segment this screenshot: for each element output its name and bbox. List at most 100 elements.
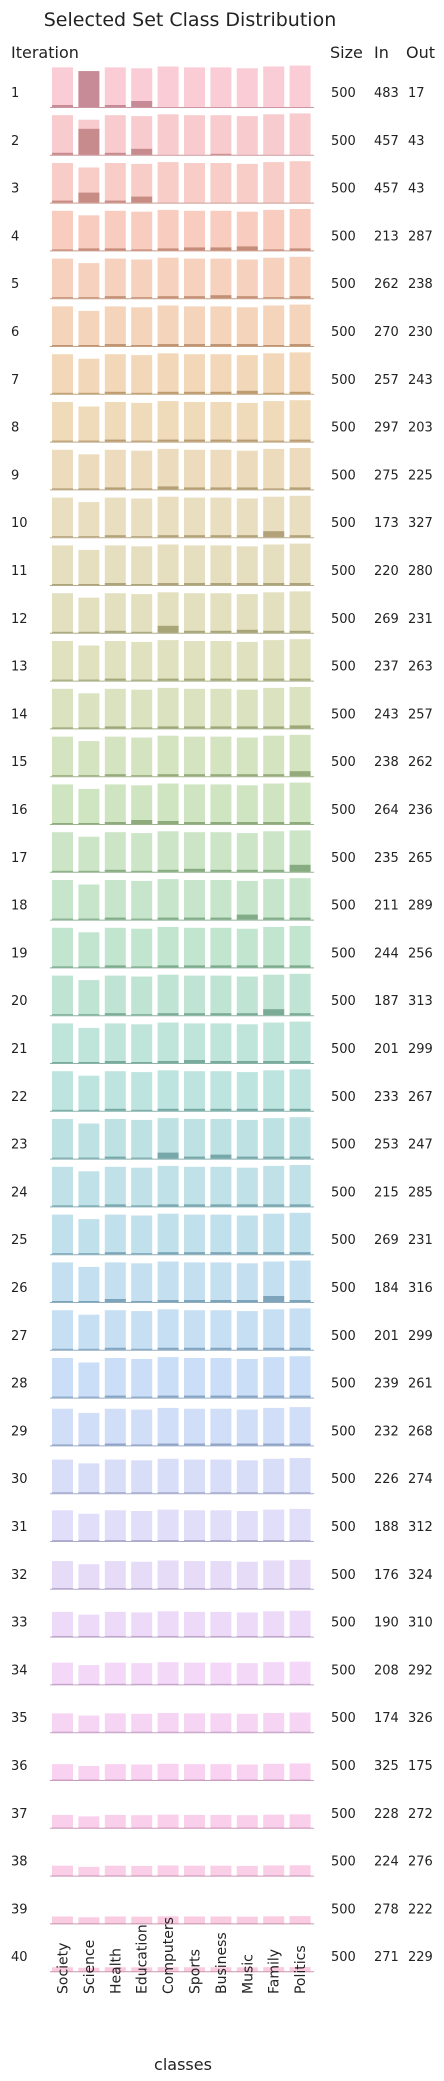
bar-selected: [184, 1492, 205, 1494]
bar-selected: [289, 535, 311, 538]
iteration-label: 22: [11, 1090, 28, 1105]
bar-selected: [184, 487, 205, 490]
iteration-row: 30 500 226 274: [11, 1458, 433, 1495]
bar-total: [289, 878, 311, 920]
bar-selected: [104, 344, 126, 346]
bar-selected: [157, 296, 179, 299]
bar-total: [184, 1814, 205, 1828]
bar-total: [210, 210, 232, 251]
bar-total: [104, 258, 126, 299]
bar-selected: [157, 439, 179, 442]
bar-total: [78, 693, 100, 729]
bar-total: [104, 593, 126, 633]
bar-selected: [210, 726, 232, 729]
bar-selected: [131, 1444, 153, 1446]
bar-total: [157, 209, 179, 251]
bar-total: [131, 1713, 153, 1733]
x-tick-labels: Society Science Health Education Computers Sp…: [56, 1917, 310, 1994]
bar-selected: [289, 1300, 311, 1302]
bar-total: [263, 735, 285, 777]
bar-total: [184, 927, 205, 968]
value-out: 231: [408, 1233, 433, 1248]
bar-selected: [289, 1156, 311, 1159]
iteration-label: 8: [11, 421, 19, 436]
bar-total: [184, 1561, 205, 1589]
bar-total: [263, 1070, 285, 1111]
bar-selected: [131, 727, 153, 729]
value-out: 299: [408, 1329, 433, 1344]
iteration-label: 36: [11, 1759, 28, 1774]
value-in: 262: [374, 277, 399, 292]
bar-total: [236, 880, 258, 920]
iteration-row: 25 500 269 231: [11, 1212, 433, 1256]
bar-selected: [104, 965, 126, 968]
bar-total: [289, 926, 311, 968]
iteration-label: 1: [11, 86, 19, 101]
bar-selected: [184, 1204, 205, 1207]
bar-selected: [104, 917, 126, 920]
bar-selected: [263, 1296, 285, 1302]
bar-total: [104, 1814, 126, 1828]
bar-selected: [157, 486, 179, 490]
bar-total: [210, 1967, 232, 1972]
bar-selected: [184, 822, 205, 824]
bar-selected: [263, 917, 285, 920]
bar-total: [157, 1611, 179, 1637]
bar-selected: [131, 775, 153, 777]
bar-selected: [78, 1540, 100, 1541]
bar-selected: [131, 1157, 153, 1159]
bar-total: [104, 354, 126, 394]
bar-selected: [131, 1635, 153, 1637]
bar-total: [289, 448, 311, 490]
bar-selected: [263, 1061, 285, 1063]
bar-total: [210, 1214, 232, 1255]
bar-total: [78, 454, 100, 490]
bar-total: [78, 1362, 100, 1398]
bar-total: [263, 448, 285, 490]
iteration-row: 17 500 235 265: [11, 830, 433, 873]
bar-selected: [78, 488, 100, 490]
value-size: 500: [331, 1950, 356, 1965]
bar-total: [184, 1408, 205, 1446]
bar-selected: [263, 1156, 285, 1159]
value-size: 500: [331, 1616, 356, 1631]
value-size: 500: [331, 1711, 356, 1726]
bar-total: [289, 495, 311, 538]
value-in: 174: [374, 1711, 399, 1726]
bar-total: [263, 1407, 285, 1446]
bar-selected: [78, 1444, 100, 1446]
iteration-label: 9: [11, 468, 19, 483]
bar-selected: [210, 1635, 232, 1637]
bar-selected: [157, 391, 179, 394]
bar-selected: [78, 192, 100, 203]
bar-total: [104, 1408, 126, 1446]
bar-total: [184, 1358, 205, 1398]
bar-total: [210, 688, 232, 729]
bar-total: [210, 784, 232, 824]
bar-selected: [104, 391, 126, 394]
bar-total: [184, 1611, 205, 1637]
bar-total: [131, 1612, 153, 1637]
bar-total: [210, 1071, 232, 1111]
bar-total: [104, 641, 126, 681]
bar-selected: [52, 200, 73, 203]
bar-total: [104, 1561, 126, 1589]
bar-selected: [184, 535, 205, 538]
value-size: 500: [331, 1472, 356, 1487]
bar-total: [131, 1460, 153, 1494]
bar-selected: [236, 914, 258, 920]
bar-total: [210, 1865, 232, 1876]
iteration-label: 30: [11, 1472, 28, 1487]
bar-total: [131, 785, 153, 824]
bar-total: [157, 879, 179, 920]
value-in: 269: [374, 612, 399, 627]
bar-total: [104, 1310, 126, 1350]
bar-total: [184, 402, 205, 442]
bar-selected: [263, 1540, 285, 1541]
bar-selected: [78, 1348, 100, 1350]
bar-total: [263, 1261, 285, 1302]
bar-selected: [78, 1014, 100, 1016]
bar-selected: [236, 678, 258, 681]
bar-total: [157, 1309, 179, 1350]
